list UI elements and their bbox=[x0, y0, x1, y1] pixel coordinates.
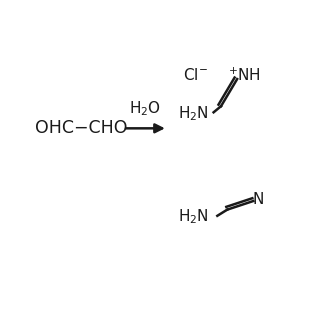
Text: N: N bbox=[252, 192, 263, 207]
Text: H$_2$O: H$_2$O bbox=[129, 100, 161, 118]
Text: H$_2$N: H$_2$N bbox=[178, 104, 208, 123]
Text: OHC−CHO: OHC−CHO bbox=[35, 119, 128, 137]
Text: $^{+}$NH: $^{+}$NH bbox=[228, 67, 261, 84]
Text: H$_2$N: H$_2$N bbox=[178, 208, 208, 226]
Text: Cl$^{-}$: Cl$^{-}$ bbox=[183, 67, 207, 83]
